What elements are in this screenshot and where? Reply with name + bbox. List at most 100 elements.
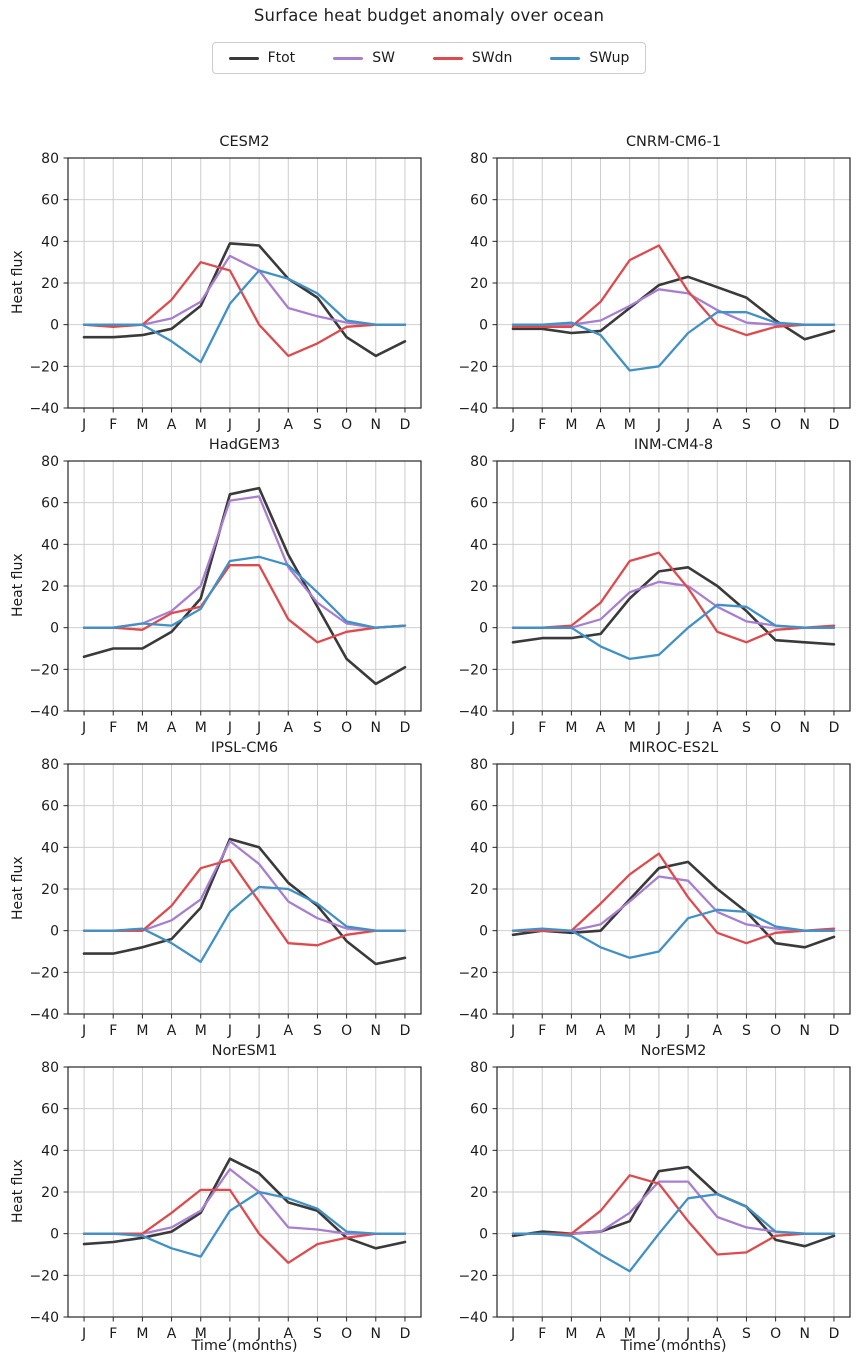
svg-text:N: N xyxy=(371,1023,381,1039)
svg-text:J: J xyxy=(256,720,261,736)
svg-text:M: M xyxy=(195,417,207,433)
svg-text:N: N xyxy=(371,720,381,736)
svg-text:M: M xyxy=(565,417,577,433)
swdn-line-swatch-icon xyxy=(432,56,463,60)
y-axis-label-row4: Heat flux xyxy=(10,1159,26,1223)
svg-text:S: S xyxy=(313,417,322,433)
svg-text:−40: −40 xyxy=(458,704,488,720)
svg-text:J: J xyxy=(510,720,515,736)
svg-text:J: J xyxy=(510,1023,515,1039)
chart-canvas-cesm2: 80 60 40 20 0 −20 −40 J F M A M J J A S O N D xyxy=(29,151,422,433)
svg-text:N: N xyxy=(800,1023,810,1039)
subplot-hadgem3: HadGEM3 80 60 40 20 0 −20 −40 J F M A M J J A S O N D xyxy=(0,431,429,741)
svg-text:J: J xyxy=(227,1023,232,1039)
svg-text:N: N xyxy=(371,1326,381,1342)
svg-text:S: S xyxy=(742,1326,751,1342)
chart-canvas-hadgem3: 80 60 40 20 0 −20 −40 J F M A M J J A S O N D xyxy=(29,454,422,736)
svg-text:A: A xyxy=(596,1023,606,1039)
svg-text:O: O xyxy=(770,720,781,736)
legend-item-swup: SWup xyxy=(550,50,629,66)
svg-text:D: D xyxy=(829,1326,840,1342)
svg-text:J: J xyxy=(685,417,690,433)
svg-text:M: M xyxy=(136,1326,148,1342)
chart-canvas-cnrm-cm6-1: 80 60 40 20 0 −20 −40 J F M A M J J A S O N D xyxy=(458,151,851,433)
svg-text:−40: −40 xyxy=(29,704,59,720)
svg-text:S: S xyxy=(313,1326,322,1342)
subplot-title: MIROC-ES2L xyxy=(628,740,719,756)
figure-title: Surface heat budget anomaly over ocean xyxy=(253,6,605,25)
svg-text:−20: −20 xyxy=(29,662,59,678)
svg-text:M: M xyxy=(624,1326,636,1342)
svg-text:N: N xyxy=(371,417,381,433)
svg-text:0: 0 xyxy=(479,924,488,940)
svg-text:F: F xyxy=(109,417,117,433)
svg-text:J: J xyxy=(510,417,515,433)
svg-text:40: 40 xyxy=(470,1143,488,1159)
subplot-title: NorESM2 xyxy=(640,1043,707,1059)
svg-text:A: A xyxy=(596,417,606,433)
svg-text:D: D xyxy=(400,720,411,736)
svg-text:40: 40 xyxy=(41,234,59,250)
svg-text:M: M xyxy=(195,1326,207,1342)
legend-label: Ftot xyxy=(267,50,296,66)
y-axis-label-row2: Heat flux xyxy=(10,553,26,617)
svg-text:A: A xyxy=(712,1326,722,1342)
svg-text:S: S xyxy=(742,417,751,433)
svg-text:F: F xyxy=(538,720,546,736)
chart-canvas-noresm2: 80 60 40 20 0 −20 −40 J F M A M J J A S O N D xyxy=(458,1060,851,1342)
svg-text:A: A xyxy=(712,720,722,736)
svg-text:80: 80 xyxy=(470,454,488,470)
svg-text:A: A xyxy=(596,1326,606,1342)
svg-text:80: 80 xyxy=(470,1060,488,1076)
svg-text:−40: −40 xyxy=(458,401,488,417)
svg-text:O: O xyxy=(770,1326,781,1342)
svg-text:F: F xyxy=(538,1023,546,1039)
svg-text:80: 80 xyxy=(470,757,488,773)
svg-text:60: 60 xyxy=(41,1102,59,1118)
subplot-title: CESM2 xyxy=(219,134,270,150)
ftot-line-swatch-icon xyxy=(228,56,259,60)
svg-text:−20: −20 xyxy=(458,1268,488,1284)
legend-item-ftot: Ftot xyxy=(228,50,296,66)
y-axis-label-row3: Heat flux xyxy=(10,856,26,920)
svg-text:−20: −20 xyxy=(458,965,488,981)
svg-text:M: M xyxy=(195,720,207,736)
svg-text:−20: −20 xyxy=(458,359,488,375)
svg-text:40: 40 xyxy=(470,234,488,250)
svg-text:−20: −20 xyxy=(29,965,59,981)
svg-text:S: S xyxy=(742,1023,751,1039)
svg-text:20: 20 xyxy=(470,276,488,292)
svg-text:M: M xyxy=(624,1023,636,1039)
svg-text:20: 20 xyxy=(41,276,59,292)
subplot-title: INM-CM4-8 xyxy=(633,437,714,453)
svg-text:J: J xyxy=(81,720,86,736)
svg-text:A: A xyxy=(712,417,722,433)
svg-text:D: D xyxy=(829,1023,840,1039)
svg-text:60: 60 xyxy=(470,1102,488,1118)
svg-text:J: J xyxy=(227,417,232,433)
svg-text:20: 20 xyxy=(41,882,59,898)
svg-text:J: J xyxy=(656,417,661,433)
svg-text:M: M xyxy=(195,1023,207,1039)
svg-text:A: A xyxy=(167,720,177,736)
svg-text:J: J xyxy=(81,417,86,433)
svg-text:40: 40 xyxy=(41,840,59,856)
svg-text:A: A xyxy=(283,1326,293,1342)
svg-text:A: A xyxy=(283,417,293,433)
svg-text:A: A xyxy=(167,1023,177,1039)
svg-text:M: M xyxy=(136,720,148,736)
svg-text:−20: −20 xyxy=(29,359,59,375)
chart-canvas-ipsl-cm6: 80 60 40 20 0 −20 −40 J F M A M J J A S O N D xyxy=(29,757,422,1039)
subplot-title: NorESM1 xyxy=(211,1043,278,1059)
sw-line-swatch-icon xyxy=(333,56,364,60)
subplot-noresm1: NorESM1 80 60 40 20 0 −20 −40 J F M A M J J A S O N D xyxy=(0,1037,429,1347)
svg-text:N: N xyxy=(800,1326,810,1342)
svg-text:−40: −40 xyxy=(458,1007,488,1023)
svg-text:J: J xyxy=(685,720,690,736)
svg-text:M: M xyxy=(624,417,636,433)
svg-text:−20: −20 xyxy=(458,662,488,678)
svg-text:20: 20 xyxy=(470,882,488,898)
svg-text:M: M xyxy=(624,720,636,736)
subplot-title: CNRM-CM6-1 xyxy=(625,134,722,150)
